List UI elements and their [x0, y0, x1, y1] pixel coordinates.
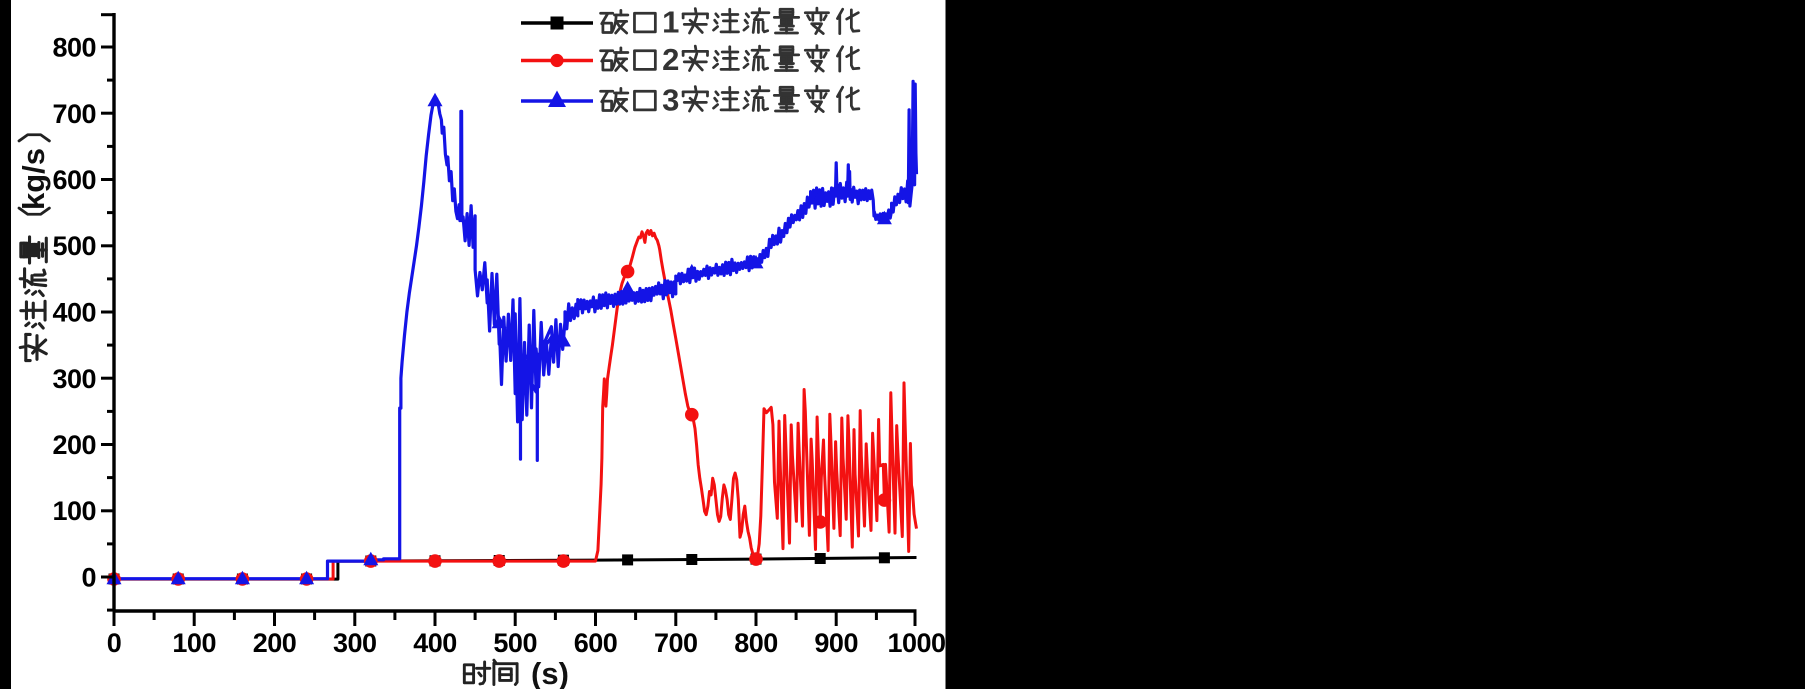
svg-text:900: 900	[814, 628, 858, 658]
svg-text:800: 800	[52, 33, 96, 63]
svg-text:3: 3	[662, 82, 679, 117]
svg-text:0: 0	[107, 628, 122, 658]
svg-text:700: 700	[52, 99, 96, 129]
svg-text:200: 200	[52, 430, 96, 460]
svg-text:kg/s: kg/s	[16, 148, 51, 210]
svg-text:600: 600	[52, 165, 96, 195]
svg-text:1: 1	[662, 4, 679, 39]
svg-text:(s): (s)	[531, 656, 569, 689]
svg-text:2: 2	[662, 42, 679, 77]
svg-text:600: 600	[574, 628, 618, 658]
svg-text:200: 200	[253, 628, 297, 658]
svg-text:1000: 1000	[887, 628, 945, 658]
svg-text:700: 700	[654, 628, 698, 658]
svg-text:100: 100	[52, 496, 96, 526]
svg-text:400: 400	[413, 628, 457, 658]
svg-text:500: 500	[493, 628, 537, 658]
svg-text:300: 300	[52, 364, 96, 394]
svg-text:100: 100	[172, 628, 216, 658]
svg-text:800: 800	[734, 628, 778, 658]
svg-text:0: 0	[81, 563, 96, 593]
svg-text:400: 400	[52, 298, 96, 328]
svg-text:300: 300	[333, 628, 377, 658]
svg-text:500: 500	[52, 231, 96, 261]
